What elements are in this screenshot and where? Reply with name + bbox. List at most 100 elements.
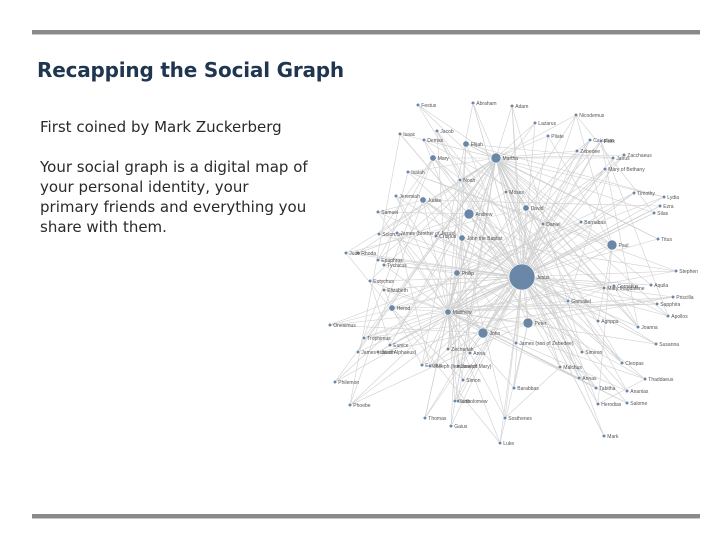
graph-node-philemon	[332, 379, 338, 385]
graph-edge	[499, 322, 529, 444]
graph-edge	[417, 104, 527, 209]
graph-node-timothy	[631, 190, 637, 196]
graph-edge	[429, 244, 613, 367]
graph-edge	[450, 157, 497, 427]
graph-edge	[447, 311, 657, 345]
graph-edge	[423, 139, 497, 159]
graph-node-label: Bartholomew	[458, 399, 488, 405]
graph-edge	[447, 139, 591, 313]
graph-node-tychicus	[381, 262, 387, 268]
graph-edge	[472, 102, 497, 159]
graph-node-elijah	[462, 140, 470, 148]
graph-node-label: Gamaliel	[571, 299, 591, 305]
graph-edge	[436, 130, 623, 364]
graph-node-label: Timothy	[637, 191, 655, 197]
graph-node-label: Demas	[427, 138, 443, 144]
graph-node-label: James (son of Alphaeus)	[361, 350, 416, 356]
graph-node-marymagdalene	[601, 285, 607, 291]
graph-edge	[468, 213, 561, 368]
graph-node-label: James (brother of Jesus)	[400, 231, 456, 237]
graph-node-eunice	[387, 342, 393, 348]
graph-node-label: Jude	[349, 251, 360, 257]
graph-edge	[495, 157, 544, 225]
graph-edge	[377, 322, 529, 353]
graph-node-herod	[388, 304, 396, 312]
graph-node-label: Isaiah	[411, 170, 425, 176]
top-rule	[32, 30, 700, 35]
graph-edge	[600, 140, 669, 317]
graph-edge	[447, 311, 646, 380]
graph-edge	[521, 276, 657, 345]
graph-node-pilate	[545, 133, 551, 139]
graph-node-cornelius	[611, 283, 617, 289]
graph-node-mary	[429, 154, 437, 162]
graph-node-label: Eunice	[393, 343, 409, 349]
graph-node-marybethany	[602, 166, 608, 172]
graph-node-simon	[460, 377, 466, 383]
graph-node-label: Sosthenes	[508, 416, 532, 422]
graph-edge	[447, 205, 661, 313]
graph-edge	[396, 232, 523, 278]
graph-node-label: Aquila	[654, 283, 668, 289]
graph-edge	[521, 276, 658, 305]
graph-edge	[363, 157, 497, 339]
graph-edge	[435, 157, 497, 237]
graph-node-zacchaeus	[621, 152, 627, 158]
graph-node-label: Lazarus	[538, 121, 556, 127]
graph-node-daniel	[540, 221, 546, 227]
graph-node-silas	[651, 210, 657, 216]
graph-node-label: Silas	[657, 211, 668, 217]
bottom-rule	[32, 514, 700, 519]
graph-node-label: Stephen	[679, 269, 698, 275]
graph-node-label: Judas	[428, 198, 442, 204]
graph-node-label: Samuel	[381, 210, 398, 216]
graph-node-label: Mary of Bethany	[608, 167, 645, 173]
graph-edge	[495, 157, 523, 278]
graph-node-label: Crispus	[439, 234, 456, 240]
graph-node-tabitha	[593, 385, 599, 391]
graph-edge	[482, 332, 628, 404]
graph-edge	[495, 157, 605, 437]
graph-edge	[378, 233, 523, 278]
graph-edge	[421, 276, 523, 366]
graph-node-judas	[419, 196, 427, 204]
graph-node-erastus	[419, 362, 425, 368]
graph-node-label: Adam	[515, 104, 528, 110]
graph-edge	[495, 150, 578, 159]
graph-edge	[505, 191, 580, 379]
graph-node-barabbas	[511, 385, 517, 391]
graph-node-eutychus	[367, 278, 373, 284]
graph-edge	[495, 157, 659, 240]
graph-node-label: Mary Magdalene	[607, 286, 644, 292]
graph-node-matthew	[444, 308, 452, 316]
graph-edge	[421, 311, 449, 366]
graph-edge	[597, 244, 613, 322]
graph-node-label: Thaddaeus	[648, 377, 674, 383]
graph-node-trophimus	[361, 335, 367, 341]
graph-node-label: Cornelius	[617, 284, 639, 290]
graph-node-abraham	[470, 100, 476, 106]
graph-node-label: Peter	[535, 321, 547, 327]
graph-node-thaddaeus	[642, 376, 648, 382]
graph-node-demas	[421, 137, 427, 143]
graph-node-barnabas	[578, 219, 584, 225]
graph-node-label: Trophimus	[367, 336, 391, 342]
graph-node-jesus	[508, 263, 536, 291]
graph-node-label: Annas	[582, 376, 597, 382]
graph-node-adam	[509, 103, 515, 109]
graph-node-label: Onesimus	[333, 323, 356, 329]
graph-node-label: John	[490, 331, 501, 337]
graph-edge	[521, 276, 597, 389]
graph-node-label: James (son of Zebedee)	[519, 341, 574, 347]
graph-node-label: Tabitha	[599, 386, 615, 392]
graph-node-jeremiah	[393, 193, 399, 199]
graph-edge	[391, 307, 449, 313]
graph-edge	[521, 276, 605, 437]
graph-edge	[521, 221, 582, 278]
graph-edge	[369, 280, 391, 346]
graph-edge	[407, 171, 523, 278]
graph-node-label: Anna	[473, 351, 485, 357]
graph-node-isaac	[397, 131, 403, 137]
graph-edge	[349, 311, 449, 406]
graph-node-label: Apollos	[671, 314, 688, 320]
